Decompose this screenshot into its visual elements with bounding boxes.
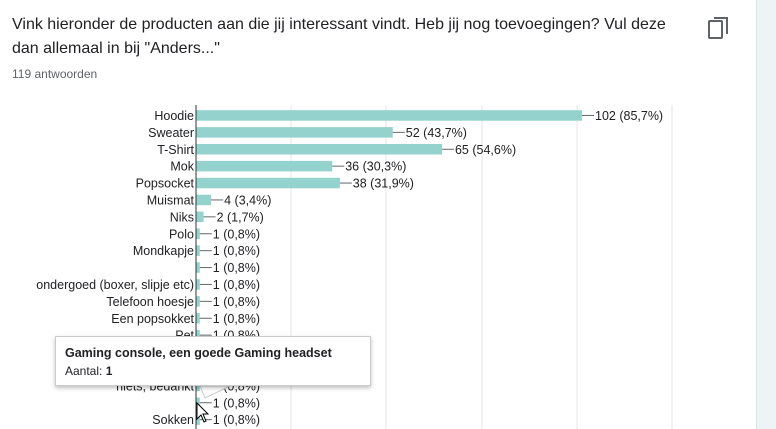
- value-label: 1 (0,8%): [213, 396, 260, 410]
- category-label: Telefoon hoesje: [106, 295, 194, 309]
- value-label: 1 (0,8%): [213, 295, 260, 309]
- bar[interactable]: [196, 110, 582, 121]
- value-label: 52 (43,7%): [406, 126, 467, 140]
- category-label: Sweater: [148, 126, 194, 140]
- tooltip-count-value: 1: [105, 364, 113, 378]
- bar[interactable]: [196, 127, 393, 138]
- question-title: Vink hieronder de producten aan die jij …: [12, 16, 666, 57]
- category-label: Niks: [170, 210, 194, 224]
- category-label: Hoodie: [154, 109, 194, 123]
- value-label: 2 (1,7%): [217, 210, 264, 224]
- value-label: 1 (0,8%): [213, 261, 260, 275]
- value-label: 1 (0,8%): [213, 227, 260, 241]
- page-background-strip: [756, 0, 776, 429]
- bar[interactable]: [196, 160, 333, 172]
- bar[interactable]: [196, 177, 340, 189]
- value-label: 1 (0,8%): [213, 244, 260, 258]
- category-label: ondergoed (boxer, slipje etc): [36, 278, 194, 292]
- value-label: 102 (85,7%): [595, 109, 663, 123]
- tooltip-count: Aantal: 1: [65, 362, 361, 380]
- category-label: Polo: [169, 227, 194, 241]
- bar[interactable]: [196, 397, 200, 409]
- tooltip-title: Gaming console, een goede Gaming headset: [65, 346, 332, 360]
- category-label: Mondkapje: [133, 244, 194, 258]
- bar-chart: Hoodie 102 (85,7%) Sweater 52 (43,7%) T-Shir…: [36, 105, 673, 429]
- copy-chart-button[interactable]: [704, 12, 734, 42]
- value-label: 38 (31,9%): [353, 177, 414, 191]
- category-label: Een popsokket: [111, 312, 194, 326]
- bar[interactable]: [196, 245, 200, 256]
- bar[interactable]: [196, 228, 200, 240]
- category-label: Mok: [170, 160, 194, 174]
- mouse-pointer-icon: [196, 402, 210, 423]
- bar[interactable]: [196, 211, 204, 223]
- response-count: 119 antwoorden: [12, 67, 98, 81]
- value-label: 36 (30,3%): [345, 160, 406, 174]
- category-label: Popsocket: [136, 177, 195, 191]
- bar[interactable]: [196, 262, 200, 273]
- value-label: 65 (54,6%): [455, 143, 516, 157]
- bar[interactable]: [196, 329, 200, 341]
- question-card: Vink hieronder de producten aan die jij …: [12, 12, 734, 429]
- tooltip-pointer: [199, 385, 231, 399]
- bar[interactable]: [196, 194, 212, 206]
- bar[interactable]: [196, 414, 200, 425]
- bar[interactable]: [196, 313, 200, 324]
- bar[interactable]: [196, 296, 200, 307]
- tooltip-count-label: Aantal:: [65, 364, 106, 378]
- value-label: 1 (0,8%): [213, 312, 260, 326]
- bar[interactable]: [196, 144, 442, 155]
- copy-icon: [708, 17, 728, 39]
- chart-tooltip: Gaming console, een goede Gaming headset…: [55, 336, 371, 386]
- value-label: 4 (3,4%): [224, 193, 271, 207]
- category-label: Sokken: [152, 413, 194, 427]
- category-label: T-Shirt: [157, 143, 194, 157]
- bar[interactable]: [196, 279, 200, 290]
- value-label: 1 (0,8%): [213, 413, 260, 427]
- value-label: 1 (0,8%): [213, 278, 260, 292]
- category-label: Muismat: [147, 193, 195, 207]
